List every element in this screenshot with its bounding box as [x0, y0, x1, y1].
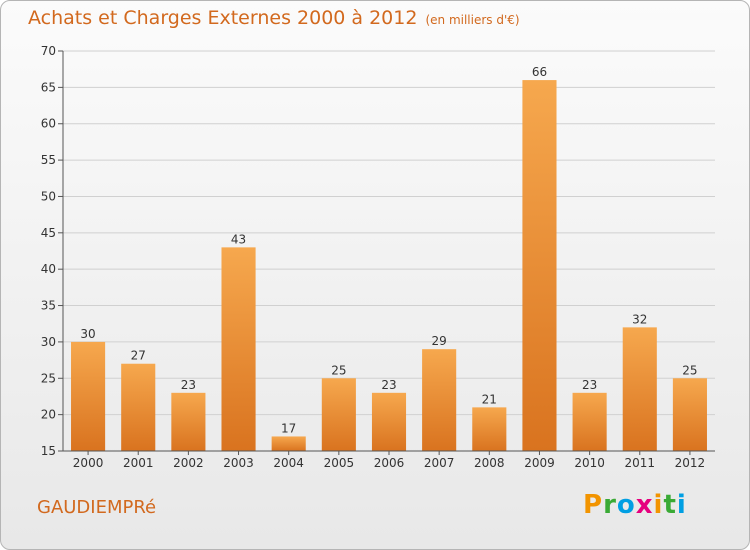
bar-2005	[321, 378, 356, 451]
bar-2000	[71, 341, 106, 451]
axes	[58, 50, 715, 455]
bar-2003	[221, 247, 256, 451]
y-tick-label: 45	[41, 226, 56, 240]
bar-2004	[271, 436, 306, 451]
value-label-2004: 17	[281, 421, 296, 435]
y-tick-label: 50	[41, 189, 56, 203]
bar-2010	[572, 392, 607, 451]
y-tick-label: 15	[41, 444, 56, 458]
value-label-2000: 30	[80, 327, 95, 341]
commune-name: GAUDIEMPRé	[37, 497, 157, 518]
x-tick-label-2006: 2006	[374, 456, 405, 470]
value-label-2005: 25	[331, 363, 346, 377]
logo-letter: P	[583, 490, 604, 520]
labels: 15 20 25 30 35 40 45 50 55 60 65 70 30 2000 27 2001 23 20…	[41, 44, 705, 470]
x-tick-label-2010: 2010	[574, 456, 605, 470]
x-tick-label-2004: 2004	[273, 456, 304, 470]
y-tick-label: 20	[41, 408, 56, 422]
bar-2007	[422, 349, 457, 451]
bar-2006	[371, 392, 407, 451]
y-tick-label: 70	[41, 44, 56, 58]
y-tick-label: 60	[41, 117, 56, 131]
x-tick-label-2005: 2005	[324, 456, 355, 470]
value-label-2001: 27	[131, 349, 146, 363]
proxiti-logo: Proxiti	[583, 490, 687, 520]
bar-2011	[622, 327, 657, 451]
logo-letter: r	[603, 490, 617, 520]
x-tick-label-2009: 2009	[524, 456, 555, 470]
y-tick-label: 65	[41, 80, 56, 94]
logo-letter: i	[653, 490, 664, 520]
value-label-2003: 43	[231, 232, 246, 246]
value-label-2008: 21	[482, 392, 497, 406]
bars	[71, 80, 707, 451]
value-label-2011: 32	[632, 312, 647, 326]
grid-lines	[63, 50, 715, 416]
value-label-2007: 29	[432, 334, 447, 348]
bar-2008	[472, 407, 507, 451]
y-tick-label: 30	[41, 335, 56, 349]
y-tick-label: 25	[41, 371, 56, 385]
value-label-2010: 23	[582, 378, 597, 392]
x-tick-label-2000: 2000	[73, 456, 104, 470]
x-tick-label-2003: 2003	[223, 456, 254, 470]
value-label-2002: 23	[181, 378, 196, 392]
chart-unit-label: (en milliers d'€)	[425, 13, 520, 27]
x-tick-label-2002: 2002	[173, 456, 204, 470]
bar-2009	[522, 80, 557, 451]
value-label-2006: 23	[381, 378, 396, 392]
chart-title: Achats et Charges Externes 2000 à 2012 (e…	[28, 7, 520, 29]
logo-letter: t	[663, 490, 677, 520]
bar-2012	[672, 378, 707, 451]
y-tick-label: 35	[41, 299, 56, 313]
logo-letter: x	[635, 490, 654, 520]
x-tick-label-2012: 2012	[675, 456, 706, 470]
bar-2001	[121, 363, 156, 451]
logo-letter: i	[676, 490, 687, 520]
bar-2002	[171, 392, 206, 451]
chart-title-text: Achats et Charges Externes 2000 à 2012	[28, 7, 418, 29]
y-tick-label: 40	[41, 262, 56, 276]
x-tick-label-2011: 2011	[624, 456, 655, 470]
value-label-2012: 25	[682, 363, 697, 377]
x-tick-label-2001: 2001	[123, 456, 154, 470]
x-tick-label-2008: 2008	[474, 456, 505, 470]
logo-letter: o	[616, 490, 636, 520]
y-tick-label: 55	[41, 153, 56, 167]
x-tick-label-2007: 2007	[424, 456, 455, 470]
value-label-2009: 66	[532, 65, 547, 79]
